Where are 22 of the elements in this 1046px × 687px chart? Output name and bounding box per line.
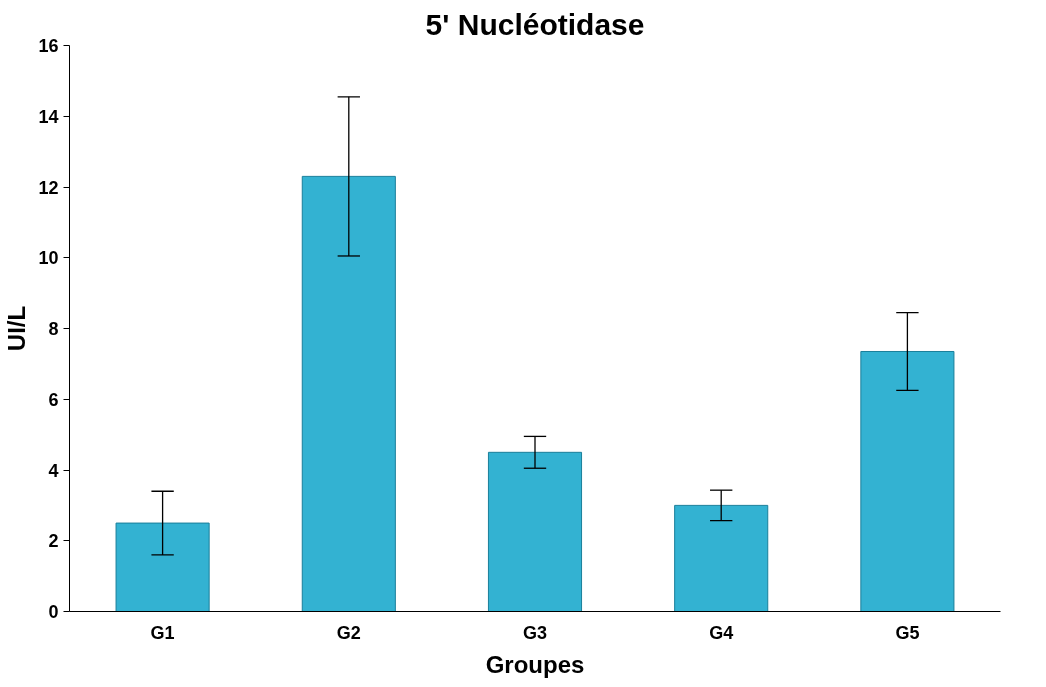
y-tick-label: 16 xyxy=(38,36,59,56)
x-tick-label: G1 xyxy=(150,622,175,643)
x-axis-title: Groupes xyxy=(485,650,585,678)
y-tick-label: 8 xyxy=(48,319,59,339)
chart-title: 5' Nucléotidase xyxy=(425,7,645,41)
x-tick-label: G4 xyxy=(709,622,734,643)
x-tick-label: G5 xyxy=(895,622,920,643)
y-tick-label: 4 xyxy=(48,460,59,481)
y-tick-label: 14 xyxy=(38,106,59,127)
y-tick-label: 12 xyxy=(38,177,59,198)
x-tick-label: G3 xyxy=(522,622,548,643)
y-tick-label: 6 xyxy=(48,389,59,410)
bar xyxy=(674,504,769,612)
bar xyxy=(487,451,583,612)
bar xyxy=(301,175,396,612)
y-tick-label: 10 xyxy=(38,248,59,269)
x-tick-label: G2 xyxy=(336,622,361,643)
bar xyxy=(860,350,955,612)
y-tick-label: 0 xyxy=(48,602,59,622)
bar xyxy=(115,522,210,612)
y-axis-title: UI/L xyxy=(3,305,31,352)
y-tick-label: 2 xyxy=(48,531,59,552)
